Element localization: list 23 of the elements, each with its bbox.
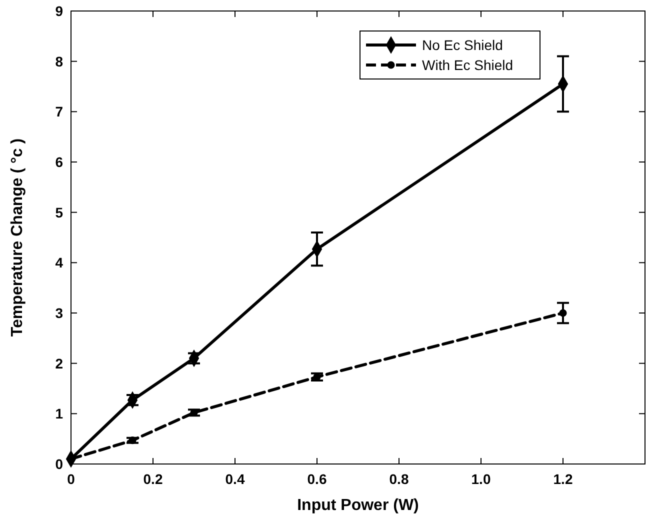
x-tick-label: 1.0	[471, 471, 491, 487]
y-tick-label: 1	[55, 406, 64, 422]
y-axis-title: Temperature Change ( °c )	[9, 138, 26, 337]
y-tick-label: 7	[55, 104, 64, 120]
y-tick-label: 8	[55, 53, 64, 70]
x-tick-label: 0	[67, 471, 76, 487]
x-axis-title: Input Power (W)	[297, 497, 419, 514]
point	[559, 309, 567, 317]
y-tick-label: 9	[55, 3, 64, 19]
y-tick-label: 4	[55, 254, 64, 271]
point	[128, 436, 136, 444]
y-tick-label: 5	[55, 204, 64, 220]
x-tick-label: 0.6	[307, 471, 327, 487]
y-tick-label: 3	[55, 305, 64, 321]
legend-label: With Ec Shield	[422, 57, 514, 73]
y-tick-label: 2	[55, 355, 64, 372]
x-tick-label: 0.8	[389, 471, 409, 487]
legend-label: No Ec Shield	[422, 37, 503, 53]
x-tick-label: 1.2	[553, 471, 573, 487]
x-tick-label: 0.4	[225, 471, 245, 487]
x-tick-label: 0.2	[143, 471, 163, 487]
y-tick-label: 6	[55, 154, 64, 170]
y-tick-label: 0	[55, 456, 64, 472]
